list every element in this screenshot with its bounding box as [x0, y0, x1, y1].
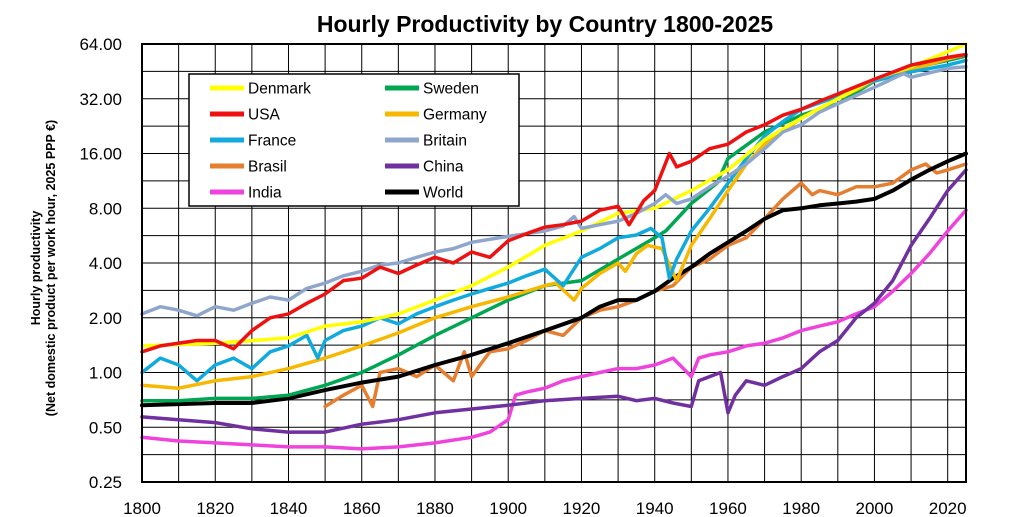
series-line-world	[140, 151, 968, 408]
legend-label-world: World	[423, 185, 463, 202]
y-tick-label: 64.00	[79, 35, 122, 54]
legend-label-china: China	[423, 159, 464, 176]
legend: Denmark Sweden USA Germany France Britain Bras…	[188, 73, 520, 207]
series-line-usa	[140, 52, 968, 354]
x-axis-ticks: 1800 1820 1840 1860 1880 1900 1920 1940 1960 1980…	[123, 499, 967, 517]
y-tick-label: 0.50	[89, 418, 122, 437]
legend-label-denmark: Denmark	[248, 81, 311, 98]
y-tick-label: 2.00	[89, 309, 122, 328]
legend-label-sweden: Sweden	[423, 81, 479, 98]
legend-label-france: France	[248, 133, 296, 150]
y-tick-label: 4.00	[89, 254, 122, 273]
x-tick-label: 1880	[416, 499, 454, 517]
series-line-china	[140, 168, 968, 434]
y-axis-subtitle: (Net domestic product per work hour, 202…	[44, 120, 58, 416]
y-tick-label: 8.00	[89, 199, 122, 218]
y-tick-label: 32.00	[79, 90, 122, 109]
x-tick-label: 1900	[489, 499, 527, 517]
x-tick-label: 1960	[709, 499, 747, 517]
y-axis-title: Hourly productivity	[29, 211, 43, 326]
legend-label-germany: Germany	[423, 107, 487, 124]
x-tick-label: 1920	[563, 499, 601, 517]
y-axis-label: Hourly productivity (Net domestic produc…	[29, 120, 58, 416]
legend-label-britain: Britain	[423, 133, 467, 150]
series-line-britain	[140, 64, 968, 318]
legend-label-india: India	[248, 185, 282, 202]
data-series	[140, 42, 968, 451]
x-tick-label: 2000	[856, 499, 894, 517]
x-tick-label: 1840	[270, 499, 308, 517]
x-tick-label: 1980	[782, 499, 820, 517]
y-tick-label: 1.00	[89, 364, 122, 383]
plot-frame	[141, 43, 967, 483]
legend-label-brasil: Brasil	[248, 159, 287, 176]
x-tick-label: 2020	[929, 499, 967, 517]
y-axis-ticks: 0.25 0.50 1.00 2.00 4.00 8.00 16.00 32.00 64.00	[79, 35, 122, 492]
series-line-india	[140, 208, 968, 451]
y-tick-label: 16.00	[79, 145, 122, 164]
legend-label-usa: USA	[248, 107, 281, 124]
series-line-denmark	[140, 42, 968, 348]
y-tick-label: 0.25	[89, 473, 122, 492]
x-tick-label: 1820	[196, 499, 234, 517]
x-tick-label: 1860	[343, 499, 381, 517]
chart-title: Hourly Productivity by Country 1800-2025	[317, 11, 774, 37]
x-tick-label: 1940	[636, 499, 674, 517]
x-tick-label: 1800	[123, 499, 161, 517]
